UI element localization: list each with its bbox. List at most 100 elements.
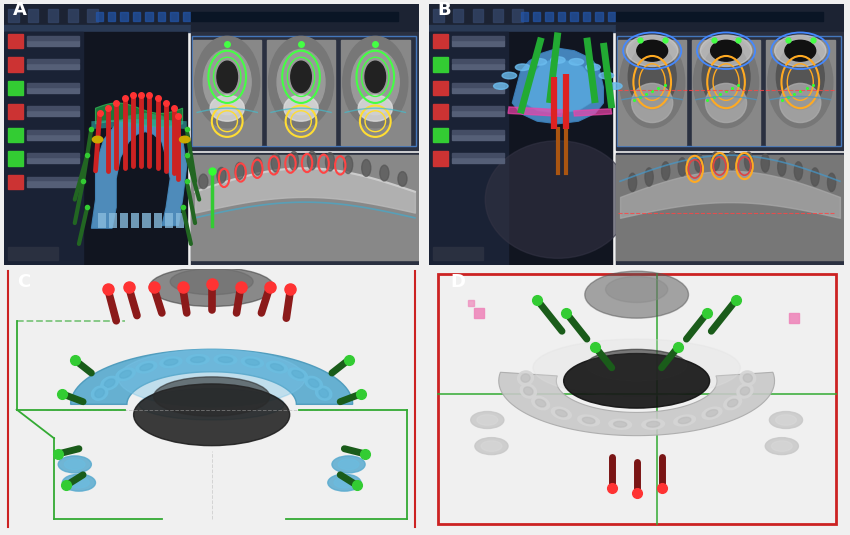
Ellipse shape xyxy=(556,410,567,417)
Bar xyxy=(121,12,128,21)
Ellipse shape xyxy=(774,35,826,66)
Bar xyxy=(191,155,419,259)
Ellipse shape xyxy=(586,349,687,381)
Ellipse shape xyxy=(502,72,517,79)
Polygon shape xyxy=(513,48,604,124)
Bar xyxy=(452,64,504,69)
Bar xyxy=(434,128,448,142)
Bar xyxy=(88,9,98,22)
Ellipse shape xyxy=(740,371,756,385)
Ellipse shape xyxy=(365,61,386,93)
Ellipse shape xyxy=(92,386,108,400)
Ellipse shape xyxy=(811,168,819,186)
Bar xyxy=(8,104,23,119)
Bar xyxy=(98,212,106,228)
Ellipse shape xyxy=(101,376,118,390)
Bar xyxy=(8,175,23,189)
Bar xyxy=(191,33,419,150)
Ellipse shape xyxy=(737,384,753,398)
Polygon shape xyxy=(499,372,774,435)
Ellipse shape xyxy=(475,438,508,455)
Ellipse shape xyxy=(521,374,530,382)
Ellipse shape xyxy=(58,456,91,473)
Ellipse shape xyxy=(626,35,677,66)
Ellipse shape xyxy=(62,474,95,491)
Bar xyxy=(8,151,23,166)
Ellipse shape xyxy=(362,159,371,177)
Ellipse shape xyxy=(289,151,298,170)
Ellipse shape xyxy=(65,459,85,470)
Ellipse shape xyxy=(647,422,660,427)
Ellipse shape xyxy=(743,374,752,382)
Ellipse shape xyxy=(160,357,182,368)
Ellipse shape xyxy=(533,339,740,396)
Ellipse shape xyxy=(477,415,498,425)
Ellipse shape xyxy=(69,477,89,488)
Ellipse shape xyxy=(642,419,665,429)
Ellipse shape xyxy=(284,95,318,121)
Bar xyxy=(508,107,563,116)
Ellipse shape xyxy=(586,64,600,71)
Bar xyxy=(452,153,504,157)
Bar xyxy=(4,33,187,265)
Bar xyxy=(434,151,448,166)
Ellipse shape xyxy=(776,44,824,110)
Bar xyxy=(193,40,262,145)
Bar xyxy=(183,12,190,21)
Ellipse shape xyxy=(150,268,274,307)
Bar xyxy=(28,9,38,22)
Ellipse shape xyxy=(711,40,741,61)
Bar xyxy=(191,12,399,21)
Ellipse shape xyxy=(246,359,259,365)
Ellipse shape xyxy=(154,377,269,416)
Bar xyxy=(692,40,760,145)
Ellipse shape xyxy=(637,40,667,61)
Text: D: D xyxy=(450,273,465,291)
Bar xyxy=(434,104,448,119)
Bar xyxy=(570,12,578,21)
Ellipse shape xyxy=(319,388,328,398)
Ellipse shape xyxy=(241,357,264,368)
Bar xyxy=(453,9,463,22)
Ellipse shape xyxy=(702,407,722,419)
Ellipse shape xyxy=(93,136,103,143)
Ellipse shape xyxy=(551,57,565,63)
Ellipse shape xyxy=(271,154,280,172)
Ellipse shape xyxy=(203,49,251,114)
Ellipse shape xyxy=(661,162,670,180)
Bar xyxy=(766,40,835,145)
Ellipse shape xyxy=(471,411,504,429)
Bar xyxy=(434,247,483,259)
Ellipse shape xyxy=(785,40,816,61)
Ellipse shape xyxy=(326,152,335,171)
Ellipse shape xyxy=(608,83,622,89)
Ellipse shape xyxy=(315,386,332,400)
Ellipse shape xyxy=(253,157,262,175)
Ellipse shape xyxy=(217,61,237,93)
Ellipse shape xyxy=(338,459,359,470)
Bar xyxy=(131,212,139,228)
Ellipse shape xyxy=(761,154,769,172)
Ellipse shape xyxy=(645,168,654,186)
Ellipse shape xyxy=(740,387,750,395)
Ellipse shape xyxy=(532,396,550,410)
Ellipse shape xyxy=(235,163,244,179)
Ellipse shape xyxy=(481,441,502,452)
Bar xyxy=(27,106,79,110)
Bar xyxy=(452,111,504,116)
Bar xyxy=(434,9,444,22)
Bar xyxy=(520,12,528,21)
Bar xyxy=(618,40,687,145)
Bar xyxy=(616,12,824,21)
Bar xyxy=(48,9,58,22)
Bar xyxy=(434,34,448,48)
Bar xyxy=(267,40,335,145)
Ellipse shape xyxy=(199,174,208,189)
Bar xyxy=(452,87,504,93)
Bar xyxy=(4,25,191,33)
Bar xyxy=(27,181,79,187)
Bar xyxy=(109,212,117,228)
Bar xyxy=(452,40,504,45)
Polygon shape xyxy=(71,349,353,404)
Ellipse shape xyxy=(292,370,303,378)
